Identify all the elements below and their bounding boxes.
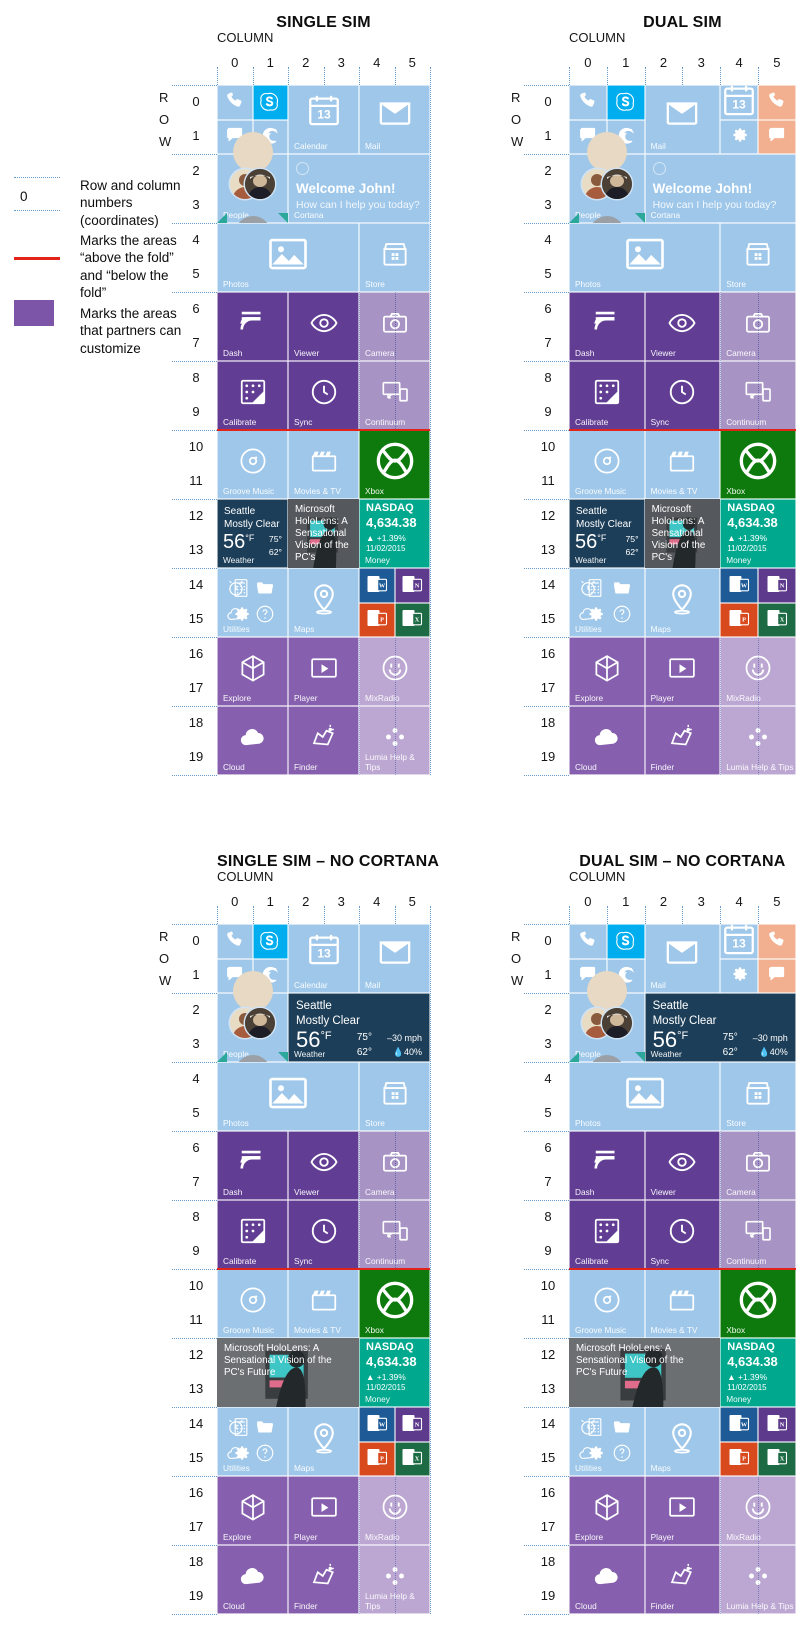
svg-text:W: W	[741, 1421, 748, 1428]
svg-text:X: X	[780, 1455, 785, 1462]
svg-text:X: X	[780, 616, 785, 623]
svg-text:W: W	[379, 582, 386, 589]
svg-text:13: 13	[732, 936, 746, 950]
svg-text:N: N	[780, 1421, 785, 1428]
svg-text:13: 13	[317, 108, 331, 122]
svg-text:13: 13	[732, 97, 746, 111]
svg-text:P: P	[742, 616, 746, 623]
svg-text:X: X	[415, 616, 420, 623]
svg-text:N: N	[780, 582, 785, 589]
svg-text:P: P	[380, 1455, 384, 1462]
svg-text:P: P	[380, 616, 384, 623]
svg-text:W: W	[379, 1421, 386, 1428]
svg-text:13: 13	[317, 947, 331, 961]
svg-text:N: N	[415, 1421, 420, 1428]
svg-text:N: N	[415, 582, 420, 589]
svg-text:X: X	[415, 1455, 420, 1462]
svg-text:W: W	[741, 582, 748, 589]
svg-text:P: P	[742, 1455, 746, 1462]
